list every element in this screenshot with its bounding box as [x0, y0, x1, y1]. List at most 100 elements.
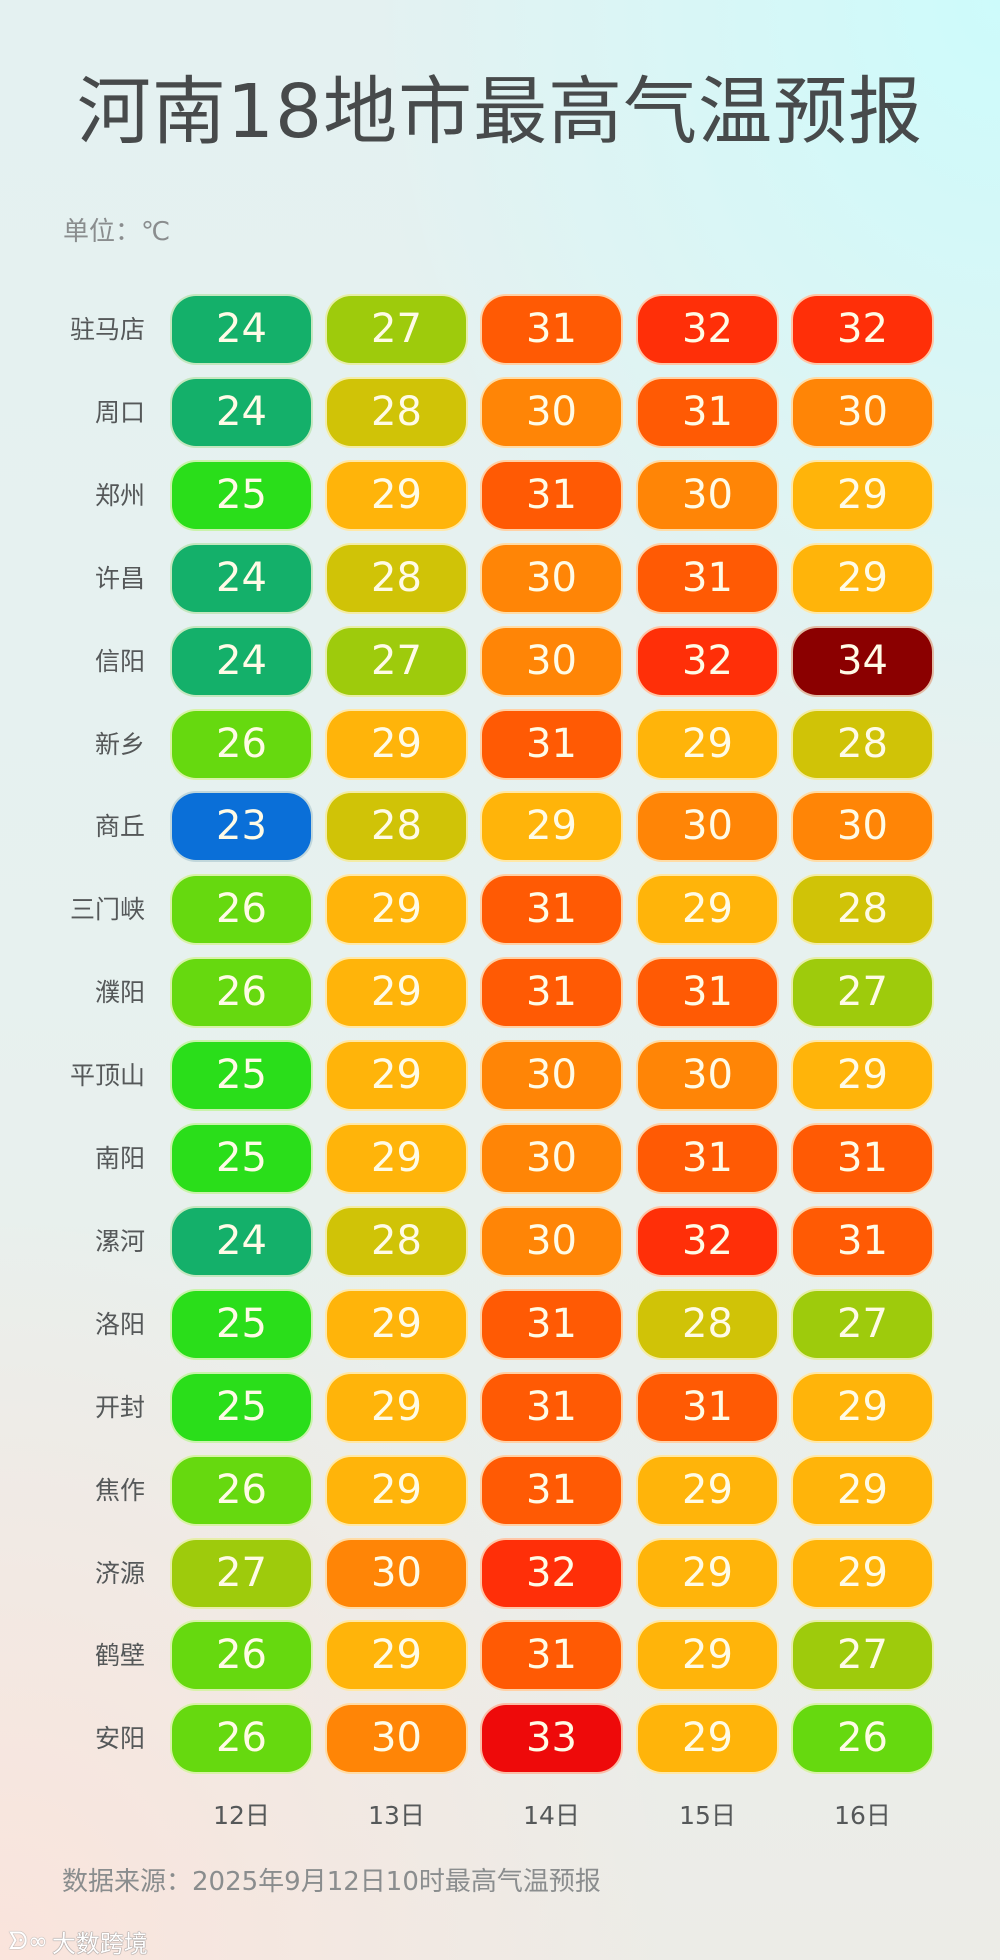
temperature-cell: 24 — [170, 1206, 313, 1277]
city-label: 郑州 — [94, 481, 145, 510]
temperature-cell: 31 — [480, 709, 623, 780]
temperature-cell: 26 — [170, 1620, 313, 1691]
table-row: 新乡 26 29 31 29 28 — [0, 709, 1000, 780]
temperature-cell: 24 — [170, 543, 313, 614]
city-label: 许昌 — [94, 564, 145, 593]
temperature-cell: 30 — [480, 543, 623, 614]
temperature-cell: 29 — [791, 1538, 934, 1609]
unit-label: 单位：℃ — [63, 217, 171, 247]
city-label: 洛阳 — [94, 1310, 145, 1339]
temperature-cell: 29 — [791, 1372, 934, 1443]
temperature-cell: 29 — [325, 1123, 468, 1194]
temperature-cell: 24 — [170, 377, 313, 448]
table-row: 洛阳 25 29 31 28 27 — [0, 1289, 1000, 1360]
temperature-cell: 32 — [636, 1206, 779, 1277]
city-label: 驻马店 — [69, 315, 145, 344]
temperature-cell: 25 — [170, 1123, 313, 1194]
table-row: 许昌 24 28 30 31 29 — [0, 543, 1000, 614]
temperature-cell: 23 — [170, 791, 313, 862]
table-row: 南阳 25 29 30 31 31 — [0, 1123, 1000, 1194]
temperature-cell: 25 — [170, 1040, 313, 1111]
table-row: 济源 27 30 32 29 29 — [0, 1538, 1000, 1609]
page-title: 河南18地市最高气温预报 — [76, 69, 924, 155]
day-label: 16日 — [834, 1801, 891, 1830]
temperature-cell: 29 — [480, 791, 623, 862]
watermark-text: 大数跨境 — [51, 1929, 148, 1958]
table-row: 驻马店 24 27 31 32 32 — [0, 294, 1000, 365]
table-row: 安阳 26 30 33 29 26 — [0, 1703, 1000, 1774]
temperature-cell: 29 — [636, 709, 779, 780]
data-source-note: 数据来源：2025年9月12日10时最高气温预报 — [62, 1867, 601, 1897]
table-row: 信阳 24 27 30 32 34 — [0, 626, 1000, 697]
temperature-cell: 29 — [791, 1455, 934, 1526]
temperature-cell: 28 — [325, 543, 468, 614]
table-row: 郑州 25 29 31 30 29 — [0, 460, 1000, 531]
table-row: 平顶山 25 29 30 30 29 — [0, 1040, 1000, 1111]
temperature-cell: 31 — [480, 874, 623, 945]
city-label: 济源 — [94, 1559, 145, 1588]
temperature-cell: 31 — [480, 957, 623, 1028]
temperature-cell: 25 — [170, 460, 313, 531]
temperature-cell: 29 — [325, 709, 468, 780]
city-label: 平顶山 — [69, 1061, 145, 1090]
temperature-cell: 31 — [480, 294, 623, 365]
temperature-cell: 31 — [480, 1620, 623, 1691]
table-row: 三门峡 26 29 31 29 28 — [0, 874, 1000, 945]
temperature-cell: 27 — [791, 957, 934, 1028]
temperature-cell: 30 — [636, 460, 779, 531]
temperature-cell: 29 — [636, 1620, 779, 1691]
temperature-cell: 30 — [636, 791, 779, 862]
temperature-cell: 32 — [636, 294, 779, 365]
temperature-cell: 32 — [636, 626, 779, 697]
temperature-cell: 29 — [325, 1620, 468, 1691]
city-label: 开封 — [94, 1393, 145, 1422]
day-axis: 12日 13日 14日 15日 16日 — [0, 1796, 1000, 1836]
temperature-cell: 26 — [170, 709, 313, 780]
temperature-cell: 30 — [636, 1040, 779, 1111]
temperature-cell: 32 — [480, 1538, 623, 1609]
temperature-cell: 32 — [791, 294, 934, 365]
temperature-cell: 31 — [636, 543, 779, 614]
table-row: 周口 24 28 30 31 30 — [0, 377, 1000, 448]
temperature-cell: 31 — [480, 1455, 623, 1526]
temperature-cell: 31 — [480, 1372, 623, 1443]
temperature-cell: 26 — [791, 1703, 934, 1774]
temperature-cell: 30 — [480, 377, 623, 448]
city-label: 鹤壁 — [94, 1641, 145, 1670]
temperature-cell: 31 — [791, 1123, 934, 1194]
temperature-cell: 29 — [791, 460, 934, 531]
day-label: 14日 — [523, 1801, 580, 1830]
temperature-cell: 31 — [480, 460, 623, 531]
city-label: 漯河 — [94, 1227, 145, 1256]
table-row: 开封 25 29 31 31 29 — [0, 1372, 1000, 1443]
temperature-cell: 31 — [636, 1372, 779, 1443]
temperature-cell: 30 — [325, 1703, 468, 1774]
city-label: 安阳 — [94, 1724, 145, 1753]
temperature-cell: 31 — [636, 957, 779, 1028]
day-label: 13日 — [368, 1801, 425, 1830]
temperature-cell: 29 — [325, 1372, 468, 1443]
temperature-cell: 30 — [480, 1040, 623, 1111]
temperature-cell: 29 — [636, 1455, 779, 1526]
temperature-cell: 27 — [170, 1538, 313, 1609]
temperature-cell: 31 — [636, 1123, 779, 1194]
temperature-cell: 28 — [325, 377, 468, 448]
table-row: 濮阳 26 29 31 31 27 — [0, 957, 1000, 1028]
temperature-cell: 29 — [636, 874, 779, 945]
temperature-cell: 29 — [325, 1040, 468, 1111]
temperature-cell: 30 — [791, 377, 934, 448]
temperature-cell: 29 — [325, 1455, 468, 1526]
table-row: 漯河 24 28 30 32 31 — [0, 1206, 1000, 1277]
day-label: 15日 — [679, 1801, 736, 1830]
temperature-cell: 28 — [325, 1206, 468, 1277]
temperature-cell: 25 — [170, 1372, 313, 1443]
temperature-cell: 26 — [170, 874, 313, 945]
temperature-cell: 30 — [480, 626, 623, 697]
table-row: 鹤壁 26 29 31 29 27 — [0, 1620, 1000, 1691]
temperature-cell: 27 — [791, 1289, 934, 1360]
city-label: 信阳 — [94, 647, 145, 676]
temperature-cell: 31 — [636, 377, 779, 448]
temperature-cell: 29 — [636, 1703, 779, 1774]
temperature-cell: 28 — [791, 709, 934, 780]
day-label: 12日 — [213, 1801, 270, 1830]
